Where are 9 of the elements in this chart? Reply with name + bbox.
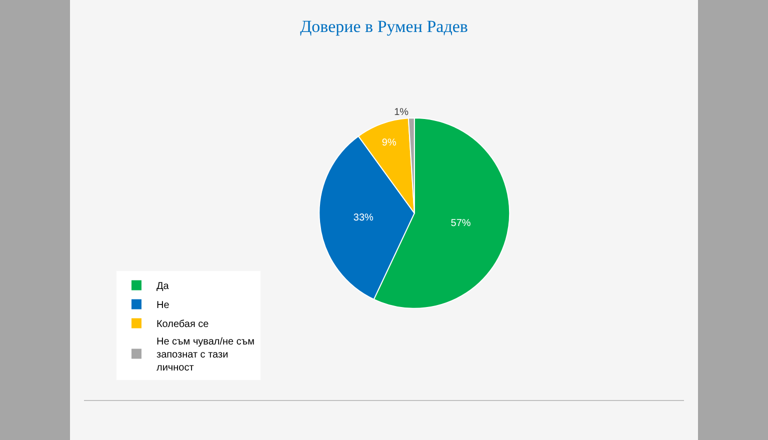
data-label: 57% bbox=[450, 218, 471, 230]
data-label: 33% bbox=[353, 212, 374, 224]
legend-label: Не съм чувал/не съм запознат с тази личност bbox=[156, 336, 255, 374]
chart-title: Доверие в Румен Радев bbox=[300, 16, 468, 36]
data-label: 1% bbox=[394, 107, 409, 118]
data-label: 9% bbox=[382, 138, 396, 149]
legend-label: Да bbox=[156, 281, 170, 292]
legend-label: Не bbox=[156, 300, 170, 312]
legend-label: Колебая се bbox=[156, 319, 210, 330]
